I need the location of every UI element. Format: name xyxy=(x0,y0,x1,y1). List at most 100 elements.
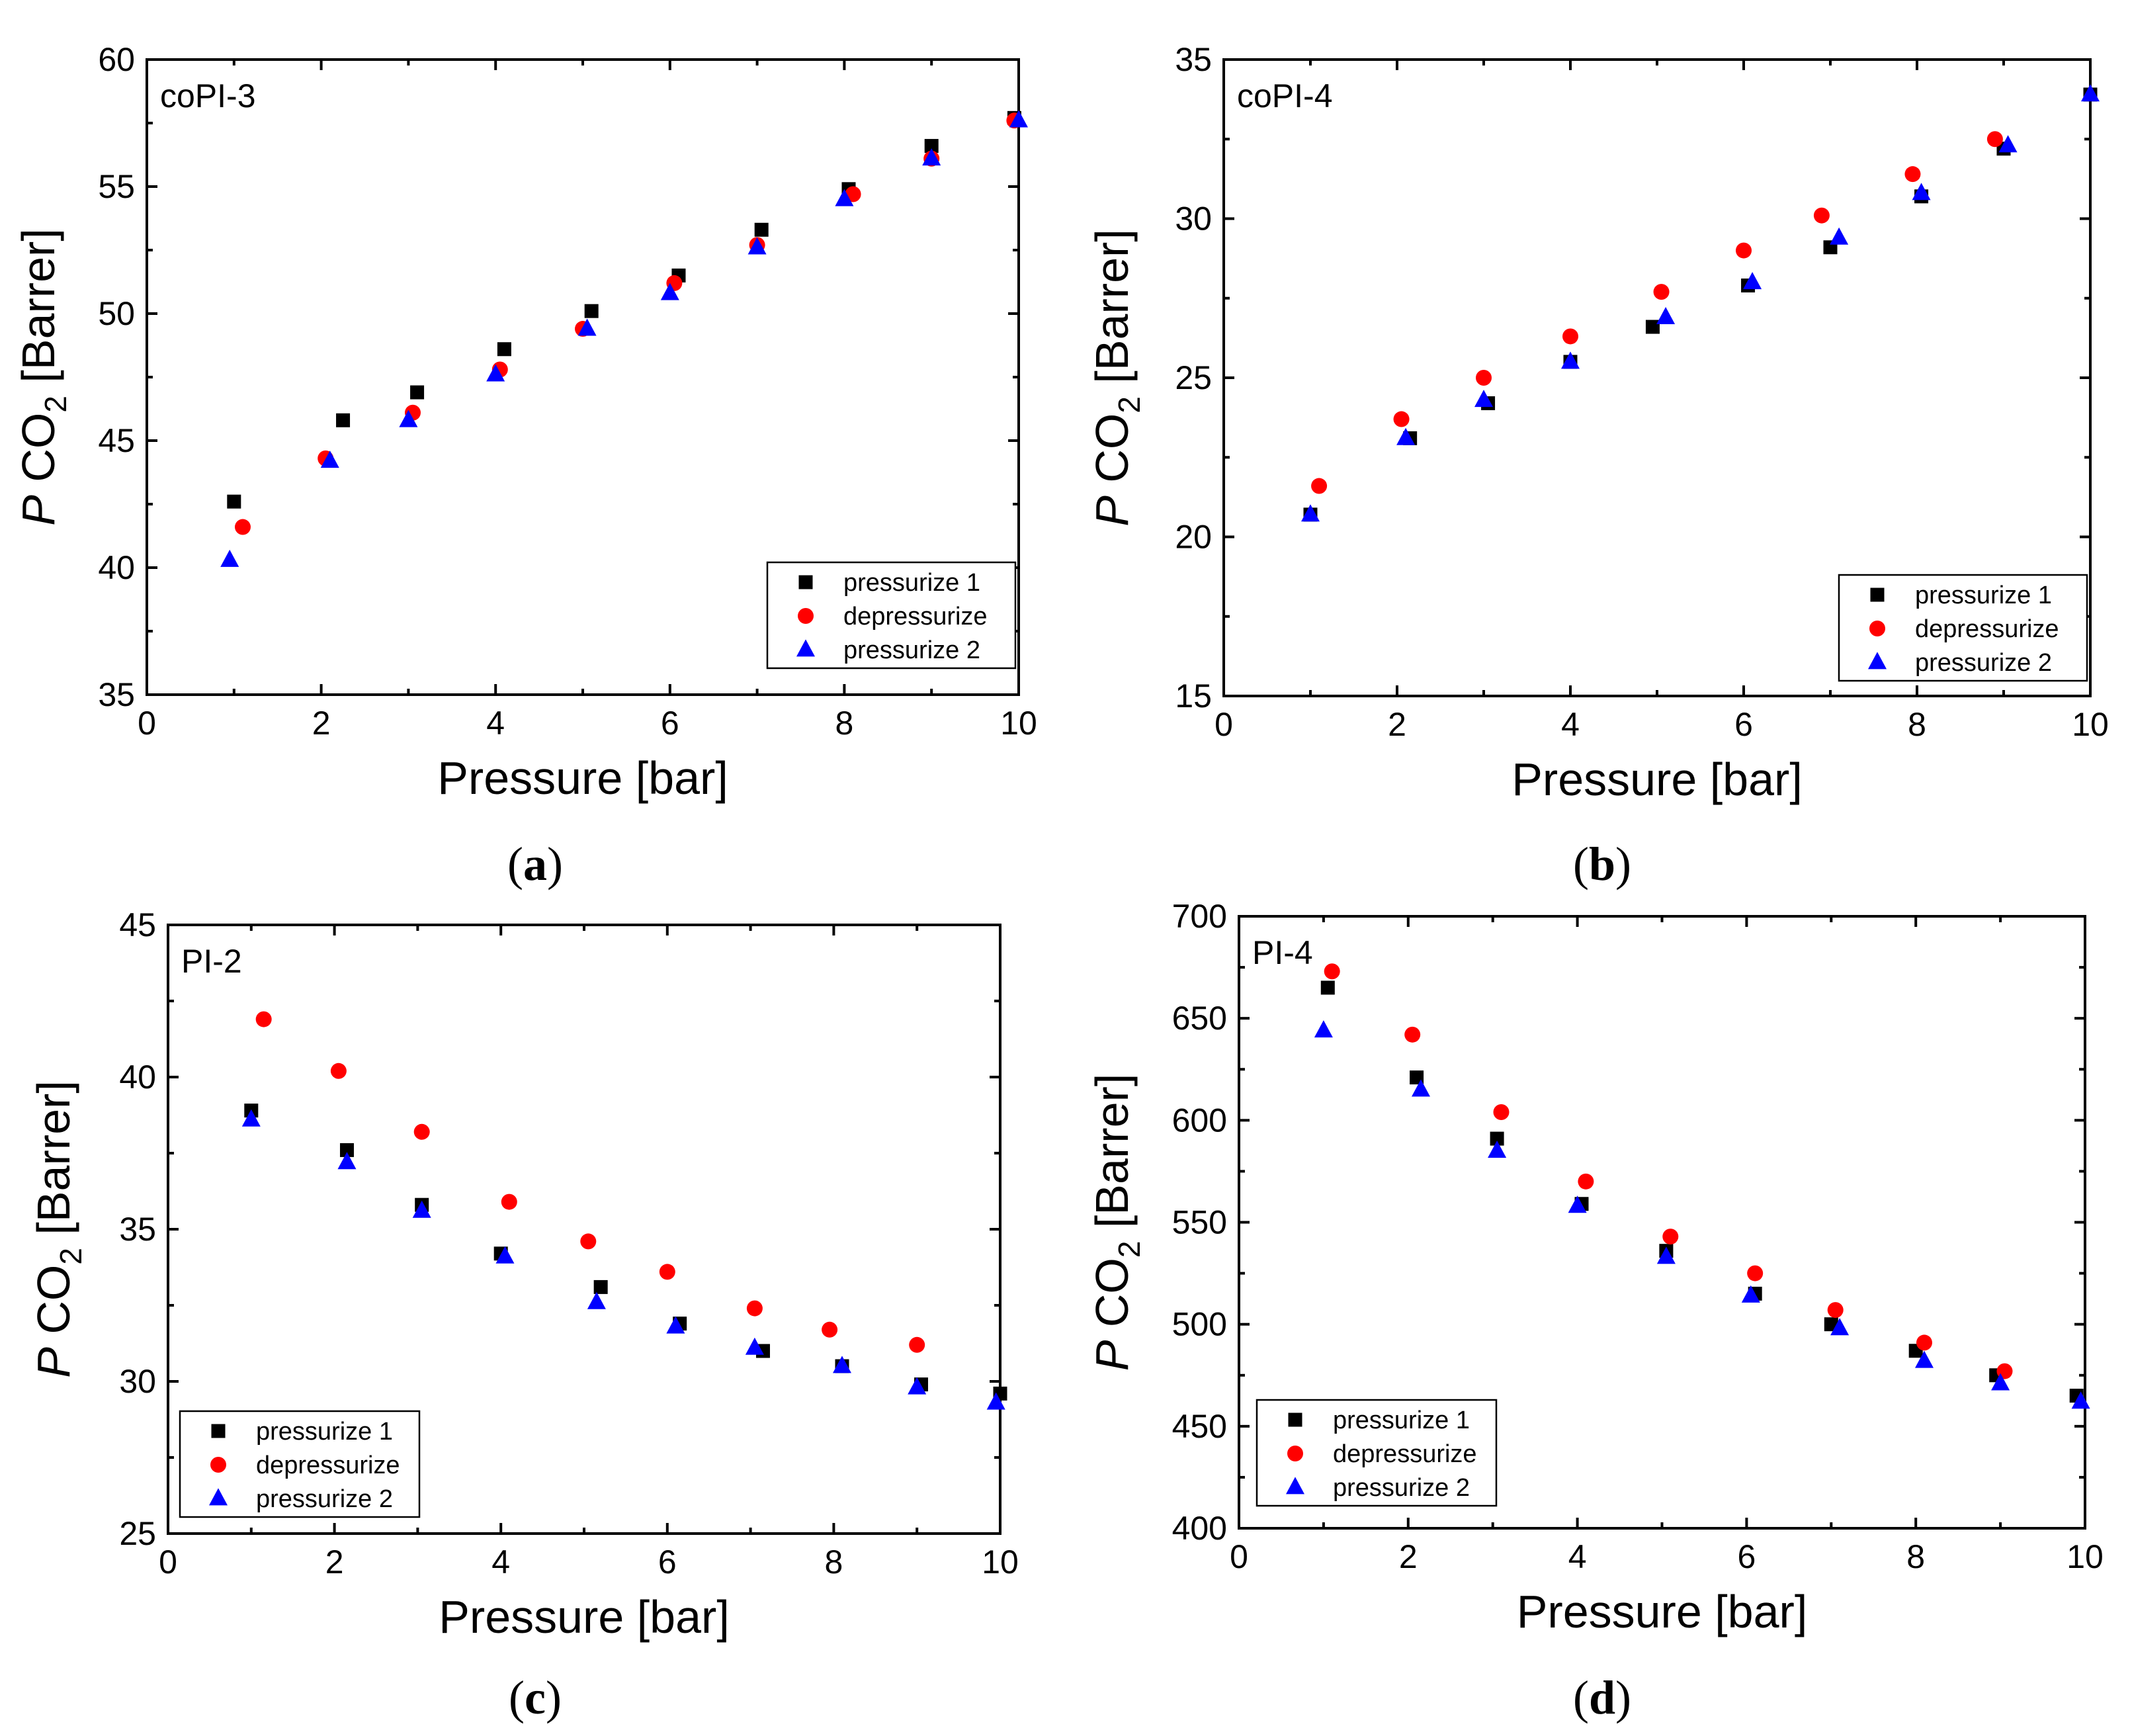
y-axis-title-main: CO xyxy=(13,413,64,495)
y-tick-label: 60 xyxy=(98,41,135,78)
x-tick-label: 6 xyxy=(661,705,679,742)
data-point xyxy=(320,451,339,468)
caption-open: ( xyxy=(509,1671,525,1724)
data-point xyxy=(1474,390,1493,408)
data-point xyxy=(666,1316,685,1334)
y-axis-title: P CO2 [Barrer] xyxy=(13,228,73,526)
data-point xyxy=(746,1300,763,1317)
legend-label: pressurize 2 xyxy=(843,636,980,664)
data-point xyxy=(1662,1229,1679,1245)
x-axis-title: Pressure [bar] xyxy=(1512,754,1803,805)
data-point xyxy=(2071,1391,2090,1409)
x-tick-label: 8 xyxy=(835,705,853,742)
data-point xyxy=(1393,411,1410,427)
x-tick-label: 4 xyxy=(1561,706,1580,743)
x-tick-label: 6 xyxy=(1737,1538,1756,1575)
series-square xyxy=(244,1104,1007,1401)
caption-letter: c xyxy=(525,1671,546,1724)
data-point xyxy=(1916,1334,1932,1351)
y-tick-label: 500 xyxy=(1172,1306,1227,1343)
data-point xyxy=(835,189,854,206)
data-point xyxy=(1396,427,1416,445)
data-point xyxy=(1991,1373,2010,1391)
data-point xyxy=(924,139,939,153)
data-point xyxy=(486,364,505,382)
panel-sample-label: coPI-3 xyxy=(160,77,256,114)
data-point xyxy=(501,1194,517,1210)
data-point xyxy=(1320,980,1335,995)
y-axis-title-italic: P xyxy=(1086,496,1138,527)
data-point xyxy=(580,1233,597,1250)
y-axis-title-unit: [Barrer] xyxy=(13,228,64,396)
caption-open: ( xyxy=(1573,838,1589,890)
series-triangle xyxy=(220,110,1028,567)
data-point xyxy=(227,494,241,509)
data-point xyxy=(660,282,679,300)
legend: pressurize 1 depressurize pressurize 2 xyxy=(1838,574,2088,682)
y-tick-label: 35 xyxy=(119,1211,156,1248)
x-tick-label: 4 xyxy=(1568,1538,1587,1575)
y-tick-label: 450 xyxy=(1172,1408,1227,1445)
data-point xyxy=(495,1246,515,1264)
legend-marker xyxy=(1870,587,1885,602)
data-point xyxy=(1490,1131,1504,1146)
legend-marker xyxy=(798,575,813,589)
y-tick-label: 25 xyxy=(119,1515,156,1552)
data-point xyxy=(1743,272,1762,290)
series-square xyxy=(227,110,1021,509)
x-tick-label: 0 xyxy=(159,1543,177,1581)
x-tick-label: 6 xyxy=(658,1543,677,1581)
data-point xyxy=(220,549,239,567)
legend-label: depressurize xyxy=(1915,615,2059,643)
legend-marker xyxy=(1869,621,1885,636)
series-triangle xyxy=(241,1109,1005,1410)
data-point xyxy=(822,1321,838,1338)
legend-label: pressurize 1 xyxy=(1333,1407,1470,1434)
data-point xyxy=(2081,84,2100,102)
y-tick-label: 20 xyxy=(1175,519,1212,556)
y-tick-label: 40 xyxy=(119,1059,156,1096)
data-point xyxy=(593,1280,608,1294)
panel-sample-label: coPI-4 xyxy=(1237,77,1333,114)
data-point xyxy=(1009,110,1028,128)
caption-letter: d xyxy=(1589,1671,1615,1724)
data-point xyxy=(336,413,351,427)
legend-marker xyxy=(1287,1446,1303,1461)
data-point xyxy=(1904,166,1921,183)
data-point xyxy=(1830,1318,1850,1336)
y-axis-title-subscript: 2 xyxy=(38,396,73,413)
legend-marker xyxy=(210,1457,226,1473)
data-point xyxy=(399,410,418,427)
y-tick-label: 55 xyxy=(98,168,135,205)
data-point xyxy=(1813,207,1830,224)
caption-close: ) xyxy=(1615,838,1631,890)
caption-letter: a xyxy=(523,838,547,890)
data-point xyxy=(1914,1350,1934,1368)
data-point xyxy=(922,148,941,166)
caption-close: ) xyxy=(547,838,563,890)
data-point xyxy=(1314,1020,1333,1038)
data-point xyxy=(1411,1079,1430,1097)
y-axis-title: P CO2 [Barrer] xyxy=(1086,1074,1146,1371)
series-circle xyxy=(255,1011,925,1353)
series-triangle xyxy=(1314,1020,2090,1409)
data-point xyxy=(339,1143,354,1157)
legend-label: pressurize 1 xyxy=(1915,582,2052,609)
y-axis-title-main: CO xyxy=(28,1265,79,1347)
y-tick-label: 650 xyxy=(1172,1000,1227,1037)
data-point xyxy=(1493,1104,1510,1120)
legend: pressurize 1 depressurize pressurize 2 xyxy=(179,1410,421,1518)
series-triangle xyxy=(1301,84,2100,522)
x-tick-label: 4 xyxy=(486,705,505,742)
x-tick-label: 8 xyxy=(824,1543,843,1581)
legend-label: pressurize 2 xyxy=(1915,649,2052,677)
x-tick-label: 6 xyxy=(1734,706,1753,743)
data-point xyxy=(1827,1302,1844,1319)
data-point xyxy=(1578,1173,1594,1190)
panel-sample-label: PI-2 xyxy=(181,943,242,980)
series-circle xyxy=(1311,131,2003,494)
y-axis-title-italic: P xyxy=(1086,1340,1138,1371)
series-square xyxy=(1303,87,2098,522)
data-point xyxy=(337,1152,357,1170)
legend: pressurize 1 depressurize pressurize 2 xyxy=(1256,1399,1498,1507)
